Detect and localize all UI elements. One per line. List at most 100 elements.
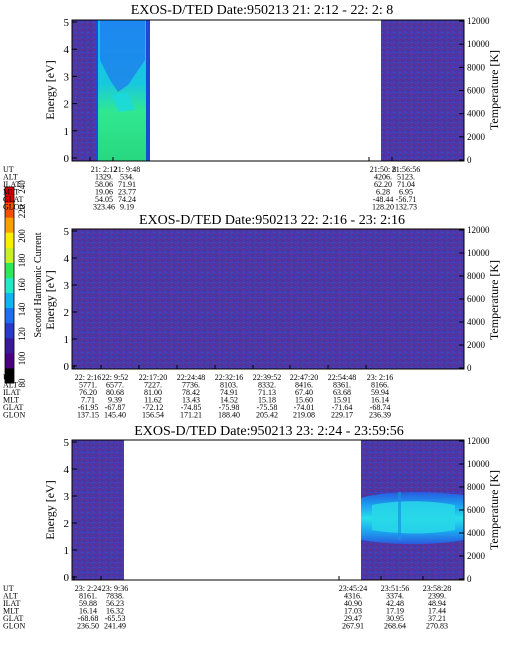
panel-2-yticks: 0 1 2 3 4 5 xyxy=(64,226,77,373)
orbit-row-label: ILAT xyxy=(3,388,20,397)
orbit-cell: 40.90 xyxy=(344,599,362,608)
orbit-cell: 205.42 xyxy=(256,411,278,420)
temperature-tick-label: 12000 xyxy=(467,16,490,26)
orbit-cell: 219.08 xyxy=(293,411,315,420)
colorbar-swatch xyxy=(5,367,14,384)
orbit-cell: 54.05 xyxy=(95,195,113,204)
colorbar: Second Harmonic Current 80 100 120 140 160 18… xyxy=(4,180,44,388)
orbit-cell: 8103. xyxy=(220,381,238,390)
panel-1: EXOS-D/TED Date:950213 21: 2:12 - 22: 2:… xyxy=(3,3,501,212)
temperature-tick-label: 6000 xyxy=(467,505,486,515)
orbit-cell: -71.64 xyxy=(332,403,353,412)
orbit-cell: 3374. xyxy=(386,592,404,601)
colorbar-scale xyxy=(4,186,15,384)
energy-tick-label: 0 xyxy=(64,153,70,165)
orbit-cell: 128.20 xyxy=(372,203,394,212)
energy-tick-label: 2 xyxy=(64,99,70,111)
orbit-cell: 76.20 xyxy=(79,388,97,397)
orbit-row-label: MLT xyxy=(3,607,19,616)
orbit-cell: 16.14 xyxy=(79,607,97,616)
orbit-cell: 23: 2:16 xyxy=(367,373,393,382)
colorbar-tick-label: 160 xyxy=(17,278,27,292)
orbit-cell: 63.68 xyxy=(333,388,351,397)
orbit-cell: 2399. xyxy=(428,592,446,601)
orbit-cell: 67.40 xyxy=(295,388,313,397)
colorbar-tick-label: 80 xyxy=(17,378,27,388)
orbit-cell: -72.12 xyxy=(143,403,164,412)
orbit-row-label: ILAT xyxy=(3,180,20,189)
orbit-cell: 171.21 xyxy=(180,411,202,420)
temperature-tick-label: 6000 xyxy=(467,86,486,96)
orbit-row-label: ALT xyxy=(3,173,18,182)
orbit-cell: 74.91 xyxy=(220,388,238,397)
orbit-cell: 7838. xyxy=(106,592,124,601)
orbit-cell: 14.52 xyxy=(220,396,238,405)
panel-1-y2label: Temperature [K] xyxy=(487,50,501,130)
orbit-row-label: ALT xyxy=(3,592,18,601)
orbit-cell: 9.19 xyxy=(120,203,134,212)
panel-1-yticks: 0 1 2 3 4 5 xyxy=(64,17,77,165)
orbit-cell: 4206. xyxy=(374,173,392,182)
colorbar-tick-label: 220 xyxy=(17,204,27,218)
orbit-cell: 156.54 xyxy=(142,411,164,420)
temperature-tick-label: 2000 xyxy=(467,340,486,350)
orbit-row-label: GLON xyxy=(3,203,25,212)
colorbar-tick-label: 120 xyxy=(17,327,27,341)
energy-tick-label: 5 xyxy=(64,437,70,449)
orbit-row-label: MLT xyxy=(3,396,19,405)
energy-tick-label: 3 xyxy=(64,71,70,83)
temperature-tick-label: 4000 xyxy=(467,528,486,538)
orbit-cell: 71.91 xyxy=(118,180,136,189)
orbit-cell: 268.64 xyxy=(384,622,406,631)
orbit-row-label: ILAT xyxy=(3,599,20,608)
panel-3-title: EXOS-D/TED Date:950213 23: 2:24 - 23:59:… xyxy=(134,424,403,439)
orbit-cell: 15.18 xyxy=(258,396,276,405)
orbit-row-label: GLAT xyxy=(3,195,24,204)
orbit-cell: 59.88 xyxy=(79,599,97,608)
energy-tick-label: 1 xyxy=(64,126,70,138)
temperature-tick-label: 4000 xyxy=(467,317,486,327)
orbit-cell: 30.95 xyxy=(386,614,404,623)
energy-tick-label: 3 xyxy=(64,280,70,292)
orbit-row-label: GLAT xyxy=(3,403,24,412)
energy-tick-label: 1 xyxy=(64,334,70,346)
orbit-row-label: UT xyxy=(3,584,14,593)
panel-2-ylabel: Energy [eV] xyxy=(43,270,57,329)
orbit-cell: 132.73 xyxy=(395,203,417,212)
orbit-cell: 80.68 xyxy=(106,388,124,397)
temperature-tick-label: 2000 xyxy=(467,132,486,142)
colorbar-swatch xyxy=(5,247,14,263)
orbit-cell: 8361. xyxy=(333,381,351,390)
orbit-cell: 17.03 xyxy=(344,607,362,616)
colorbar-tick-label: 200 xyxy=(17,229,27,243)
colorbar-tick-label: 180 xyxy=(17,253,27,267)
temperature-tick-label: 6000 xyxy=(467,294,486,304)
orbit-cell: 8161. xyxy=(79,592,97,601)
temperature-tick-label: 8000 xyxy=(467,271,486,281)
temperature-tick-label: 10000 xyxy=(467,39,490,49)
panel-1-data-segment-2 xyxy=(381,20,464,161)
colorbar-swatch xyxy=(5,352,14,369)
energy-tick-label: 2 xyxy=(64,518,70,530)
orbit-cell: 21:56:56 xyxy=(392,165,420,174)
orbit-cell: 58.06 xyxy=(95,180,113,189)
orbit-cell: 267.91 xyxy=(342,622,364,631)
orbit-row-label: UT xyxy=(3,373,14,382)
orbit-cell: 6577. xyxy=(106,381,124,390)
orbit-cell: 229.17 xyxy=(331,411,353,420)
orbit-cell: 59.94 xyxy=(371,388,389,397)
orbit-cell: 7227. xyxy=(144,381,162,390)
orbit-cell: 534. xyxy=(120,173,134,182)
orbit-cell: 21:50: 8 xyxy=(370,165,396,174)
orbit-cell: -56.71 xyxy=(396,195,417,204)
orbit-cell: 22:47:20 xyxy=(290,373,318,382)
orbit-cell: 23: 2:24 xyxy=(75,584,101,593)
orbit-cell: 22:24:48 xyxy=(177,373,205,382)
orbit-cell: 8416. xyxy=(295,381,313,390)
energy-tick-label: 4 xyxy=(64,464,70,476)
orbit-cell: 6.95 xyxy=(399,188,413,197)
orbit-cell: 8166. xyxy=(371,381,389,390)
temperature-tick-label: 10000 xyxy=(467,459,490,469)
